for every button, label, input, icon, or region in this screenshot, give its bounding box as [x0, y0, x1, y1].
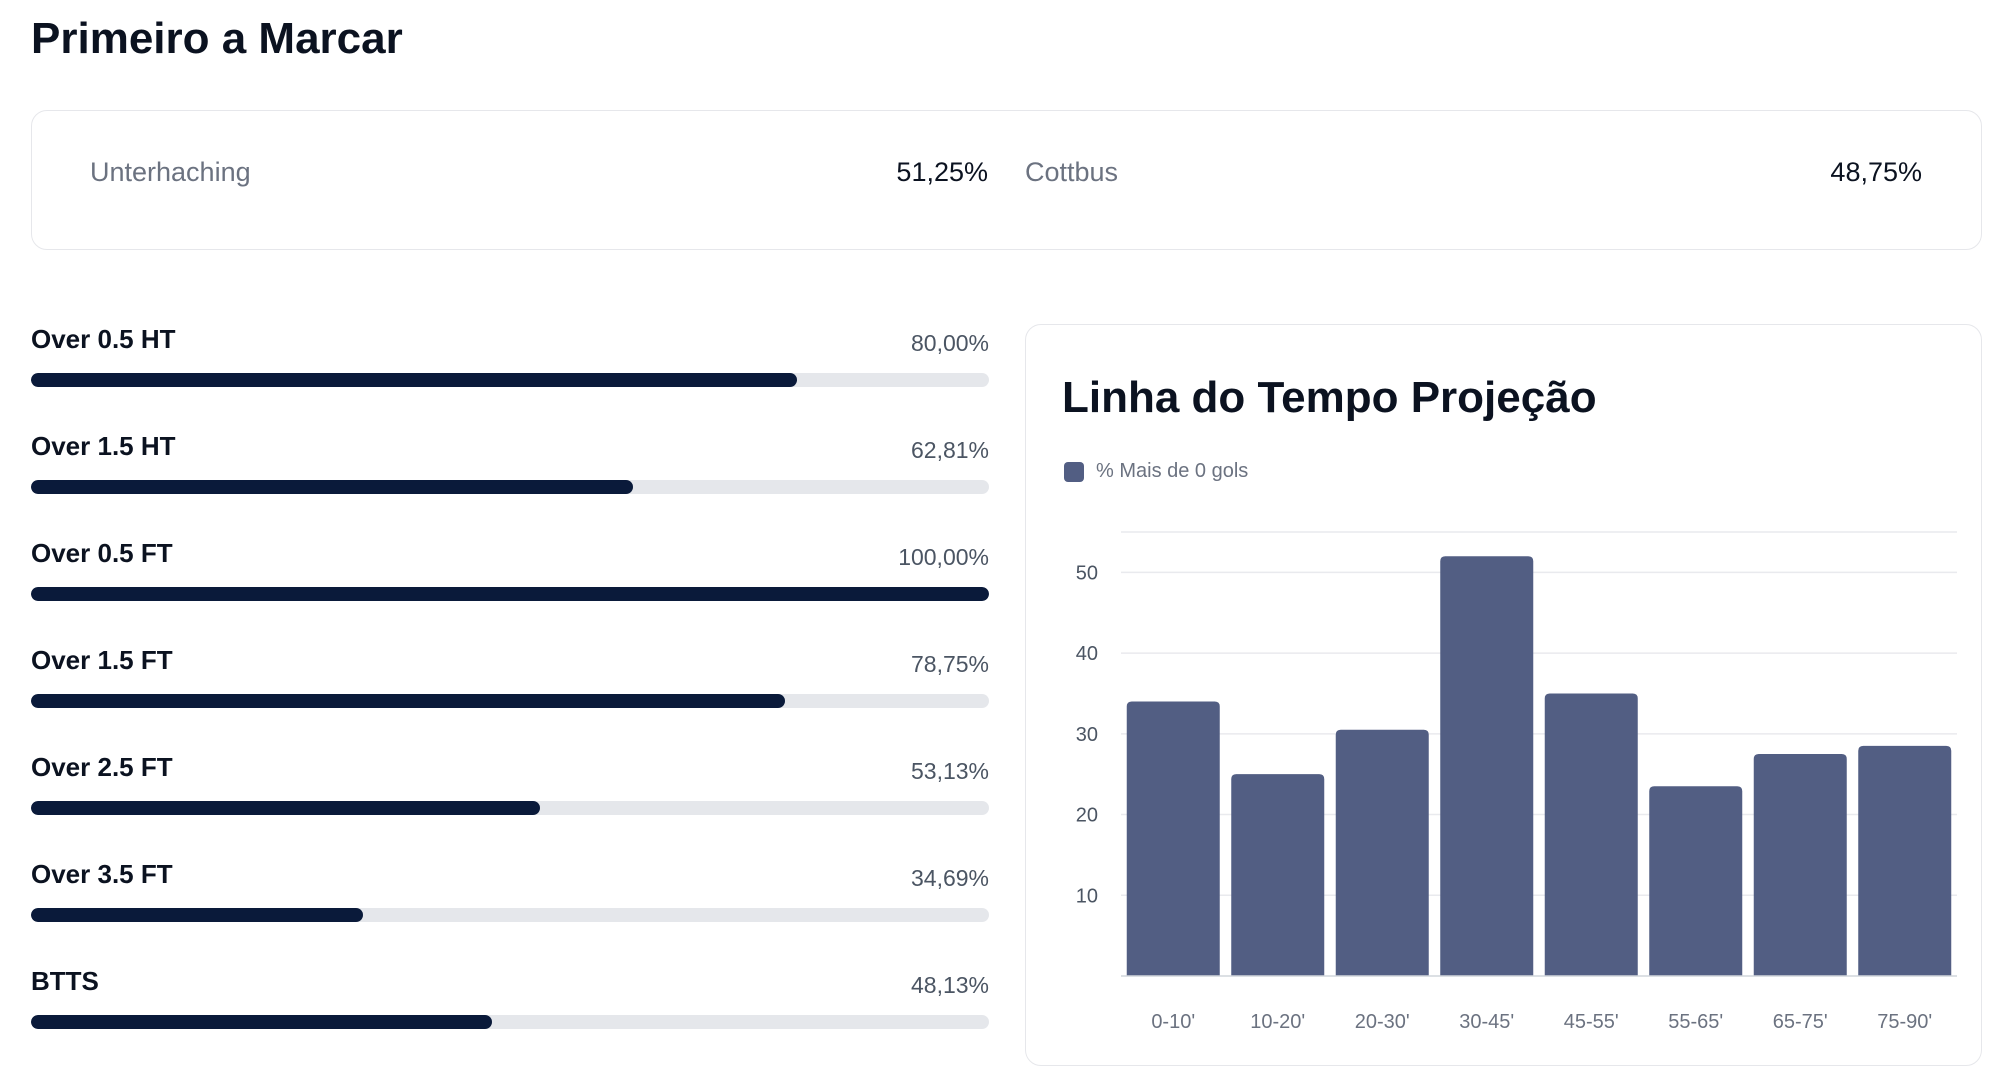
progress-track	[31, 373, 989, 387]
x-tick-label: 10-20'	[1250, 1011, 1305, 1033]
metric-value: 100,00%	[898, 544, 989, 570]
metric-value: 62,81%	[910, 437, 989, 463]
metric-label: Over 2.5 FT	[31, 752, 173, 782]
x-tick-label: 20-30'	[1355, 1011, 1410, 1033]
metric-value: 48,13%	[910, 972, 989, 998]
progress-track	[31, 587, 989, 601]
first-scorer-card	[31, 110, 1982, 250]
progress-track	[31, 1015, 989, 1029]
bar	[1753, 754, 1847, 976]
legend-swatch	[1064, 462, 1084, 482]
metric-row: Over 0.5 HT 80,00%	[31, 324, 989, 431]
metric-value: 34,69%	[910, 865, 989, 891]
y-tick-label: 10	[1076, 885, 1098, 907]
away-team-name: Cottbus	[1025, 157, 1119, 187]
x-tick-label: 75-90'	[1877, 1011, 1932, 1033]
away-team-pct: 48,75%	[1830, 157, 1922, 187]
metric-value: 80,00%	[910, 330, 989, 356]
metric-row: Over 1.5 FT 78,75%	[31, 645, 989, 752]
bar	[1126, 701, 1220, 976]
bar	[1231, 774, 1325, 976]
bar	[1440, 556, 1534, 976]
bar	[1649, 786, 1743, 976]
bar-chart: 10 20 30 40 50 0-10' 10-20' 20-30' 30-45' 45-55' 5…	[1076, 531, 1957, 1033]
progress-track	[31, 908, 989, 922]
metric-label: Over 1.5 FT	[31, 645, 173, 675]
metric-value: 78,75%	[910, 651, 989, 677]
metric-row: Over 3.5 FT 34,69%	[31, 859, 989, 966]
x-tick-label: 0-10'	[1151, 1011, 1195, 1033]
progress-fill	[31, 587, 989, 601]
metric-label: Over 3.5 FT	[31, 859, 173, 889]
y-tick-label: 40	[1076, 643, 1098, 665]
metric-row: Over 2.5 FT 53,13%	[31, 752, 989, 859]
page-title: Primeiro a Marcar	[31, 14, 403, 63]
home-team-pct: 51,25%	[896, 157, 988, 187]
bar	[1544, 693, 1638, 976]
y-tick-label: 20	[1076, 805, 1098, 827]
progress-fill	[31, 373, 798, 387]
metrics-list: Over 0.5 HT 80,00% Over 1.5 HT 62,81% Ov…	[31, 324, 989, 1073]
bar	[1858, 745, 1952, 976]
x-tick-label: 30-45'	[1459, 1011, 1514, 1033]
progress-fill	[31, 801, 540, 815]
progress-track	[31, 480, 989, 494]
metric-row: Over 0.5 FT 100,00%	[31, 538, 989, 645]
x-tick-label: 55-65'	[1668, 1011, 1723, 1033]
x-tick-label: 65-75'	[1773, 1011, 1828, 1033]
chart-title: Linha do Tempo Projeção	[1062, 373, 1597, 422]
x-tick-label: 45-55'	[1564, 1011, 1619, 1033]
y-tick-label: 50	[1076, 562, 1098, 584]
metric-label: BTTS	[31, 966, 99, 996]
y-tick-label: 30	[1076, 724, 1098, 746]
progress-fill	[31, 694, 786, 708]
home-team-name: Unterhaching	[90, 157, 251, 187]
progress-fill	[31, 1015, 493, 1029]
progress-fill	[31, 480, 633, 494]
metric-row: BTTS 48,13%	[31, 966, 989, 1073]
bar	[1335, 729, 1429, 976]
metric-label: Over 0.5 HT	[31, 324, 176, 354]
progress-fill	[31, 908, 364, 922]
metric-label: Over 0.5 FT	[31, 538, 173, 568]
legend-label: % Mais de 0 gols	[1096, 460, 1249, 482]
metric-label: Over 1.5 HT	[31, 431, 176, 461]
progress-track	[31, 694, 989, 708]
metric-value: 53,13%	[910, 758, 989, 784]
progress-track	[31, 801, 989, 815]
metric-row: Over 1.5 HT 62,81%	[31, 431, 989, 538]
